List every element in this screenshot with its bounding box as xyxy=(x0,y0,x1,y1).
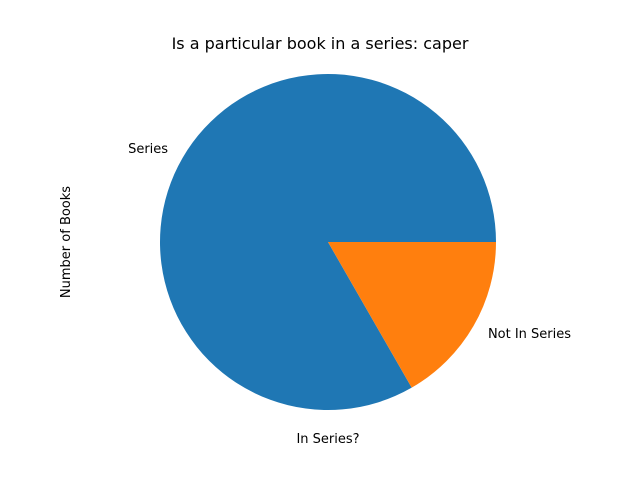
pie-slices xyxy=(159,74,496,410)
pie-slice-label-series: Series xyxy=(128,142,168,157)
pie-slice-labels: Series Not In Series xyxy=(128,142,571,342)
pie-slice-series xyxy=(159,74,496,410)
y-axis-label: Number of Books xyxy=(59,186,74,298)
x-axis-label: In Series? xyxy=(296,432,359,447)
pie-slice-label-not-in-series: Not In Series xyxy=(488,327,571,342)
chart-title: Is a particular book in a series: caper xyxy=(172,34,469,53)
pie-slice-not-in-series xyxy=(328,242,496,388)
